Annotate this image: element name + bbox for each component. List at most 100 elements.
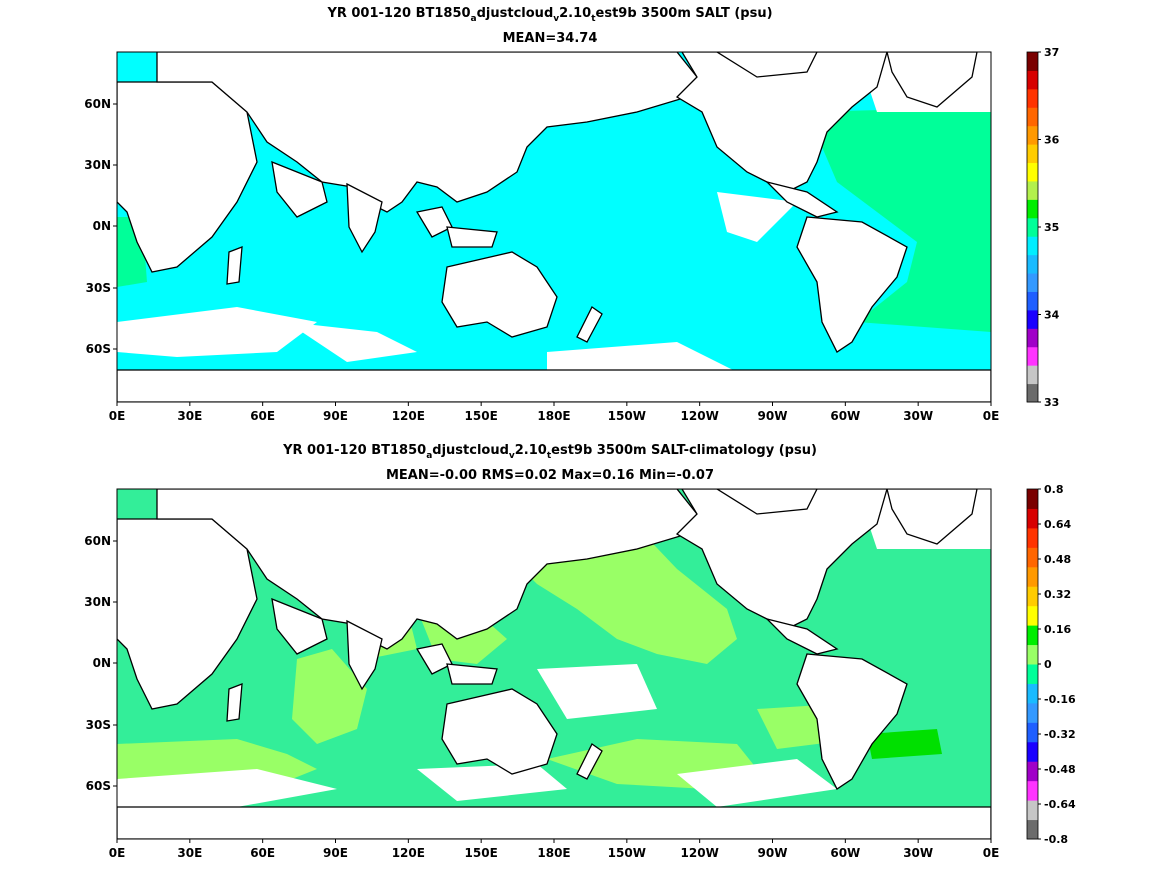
colorbar-segment xyxy=(1027,70,1038,90)
x-tick-label: 180E xyxy=(537,409,570,423)
colorbar-segment xyxy=(1027,527,1038,548)
anomaly-strong-patch xyxy=(867,729,942,759)
y-tick-label: 0N xyxy=(93,656,111,670)
x-tick-label: 60E xyxy=(250,409,275,423)
colorbar-segment xyxy=(1027,217,1038,237)
colorbar-segment xyxy=(1027,199,1038,219)
colorbar-label: -0.48 xyxy=(1044,763,1076,776)
colorbar-segment xyxy=(1027,605,1038,626)
x-tick-label: 90E xyxy=(323,846,348,860)
colorbar-segment xyxy=(1027,508,1038,529)
colorbar-segment xyxy=(1027,383,1038,403)
colorbar-segment xyxy=(1027,88,1038,108)
colorbar-segment xyxy=(1027,328,1038,348)
y-tick-label: 60S xyxy=(86,779,111,793)
colorbar-segment xyxy=(1027,644,1038,665)
map-panel-top xyxy=(116,51,992,403)
colorbar-segment xyxy=(1027,625,1038,646)
colorbar-segment xyxy=(1027,180,1038,200)
x-tick-label: 90E xyxy=(323,409,348,423)
x-tick-label: 90W xyxy=(758,846,788,860)
colorbar-segment xyxy=(1027,819,1038,840)
colorbar-segment xyxy=(1027,566,1038,587)
colorbar-segment xyxy=(1027,741,1038,762)
colorbar-segment xyxy=(1027,52,1038,71)
x-tick-label: 90W xyxy=(758,409,788,423)
white-gaps xyxy=(117,489,991,807)
colorbar-bottom: 0.8 0.64 0.48 0.32 0.16 0 -0.16 -0.32 -0.48 -0.64… xyxy=(1026,483,1076,846)
colorbar-label: -0.64 xyxy=(1044,798,1076,811)
x-tick-label: 0E xyxy=(983,409,1000,423)
x-tick-label: 30E xyxy=(177,409,202,423)
x-tick-label: 0E xyxy=(109,846,126,860)
x-tick-label: 120E xyxy=(392,846,425,860)
colorbar-segment xyxy=(1027,107,1038,127)
colorbar-segment xyxy=(1027,800,1038,821)
colorbar-segment xyxy=(1027,722,1038,743)
x-tick-label: 180E xyxy=(537,846,570,860)
colorbar-segment xyxy=(1027,144,1038,164)
colorbar-segment xyxy=(1027,780,1038,801)
colorbar-segment xyxy=(1027,309,1038,329)
colorbar-label: 0.64 xyxy=(1044,518,1071,531)
colorbar-segment xyxy=(1027,273,1038,292)
colorbar-segment xyxy=(1027,125,1038,145)
axis-ticks-bottom: 0E 30E 60E 90E 120E 150E 180E 150W 120W 90W 60W 30W… xyxy=(84,534,999,860)
colorbar-segment xyxy=(1027,254,1038,274)
colorbar-label: 35 xyxy=(1044,221,1059,234)
x-tick-label: 60E xyxy=(250,846,275,860)
colorbar-segment xyxy=(1027,236,1038,256)
colorbar-label: 0.8 xyxy=(1044,483,1064,496)
colorbar-label: 0.32 xyxy=(1044,588,1071,601)
x-tick-label: 120E xyxy=(392,409,425,423)
y-tick-label: 30S xyxy=(86,718,111,732)
colorbar-label: 34 xyxy=(1044,309,1060,322)
map-title-top: YR 001-120 BT1850adjustcloudv2.10test9b … xyxy=(327,6,773,24)
colorbar-segment xyxy=(1027,291,1038,311)
x-tick-label: 150E xyxy=(465,846,498,860)
colorbar-segment xyxy=(1027,683,1038,704)
map-panel-bottom xyxy=(116,488,992,840)
colorbar-label: -0.16 xyxy=(1044,693,1076,706)
y-tick-label: 30N xyxy=(84,158,111,172)
colorbar-segment xyxy=(1027,365,1038,385)
y-tick-label: 60S xyxy=(86,342,111,356)
x-tick-label: 150E xyxy=(465,409,498,423)
x-tick-label: 0E xyxy=(983,846,1000,860)
x-tick-label: 30W xyxy=(903,846,933,860)
colorbar-top: 37 36 35 34 33 xyxy=(1026,46,1060,409)
x-tick-label: 60W xyxy=(830,409,860,423)
colorbar-segment xyxy=(1027,346,1038,366)
x-tick-label: 60W xyxy=(830,846,860,860)
y-tick-label: 30S xyxy=(86,281,111,295)
colorbar-label: 0.48 xyxy=(1044,553,1071,566)
x-tick-label: 30E xyxy=(177,846,202,860)
map-stats-bottom: MEAN=-0.00 RMS=0.02 Max=0.16 Min=-0.07 xyxy=(385,468,715,483)
colorbar-segment xyxy=(1027,761,1038,782)
x-tick-label: 150W xyxy=(608,846,646,860)
y-tick-label: 60N xyxy=(84,97,111,111)
colorbar-segment xyxy=(1027,489,1038,509)
x-tick-label: 120W xyxy=(681,846,719,860)
axis-ticks-top: 0E 30E 60E 90E 120E 150E 180E 150W 120W 90W 60W 30W… xyxy=(84,97,999,423)
y-tick-label: 30N xyxy=(84,595,111,609)
colorbar-label: -0.8 xyxy=(1044,833,1068,846)
colorbar-label: -0.32 xyxy=(1044,728,1076,741)
y-tick-label: 0N xyxy=(93,219,111,233)
map-stats-top: MEAN=34.74 xyxy=(502,31,598,46)
colorbar-segment xyxy=(1027,664,1038,684)
colorbar-label: 36 xyxy=(1044,134,1060,147)
x-tick-label: 30W xyxy=(903,409,933,423)
colorbar-label: 0.16 xyxy=(1044,623,1071,636)
colorbar-segment xyxy=(1027,162,1038,182)
map-title-bottom: YR 001-120 BT1850adjustcloudv2.10test9b … xyxy=(283,443,817,461)
y-tick-label: 60N xyxy=(84,534,111,548)
x-tick-label: 120W xyxy=(681,409,719,423)
x-tick-label: 0E xyxy=(109,409,126,423)
colorbar-segment xyxy=(1027,702,1038,723)
colorbar-segment xyxy=(1027,586,1038,607)
x-tick-label: 150W xyxy=(608,409,646,423)
colorbar-label: 33 xyxy=(1044,396,1059,409)
colorbar-label: 0 xyxy=(1044,658,1052,671)
